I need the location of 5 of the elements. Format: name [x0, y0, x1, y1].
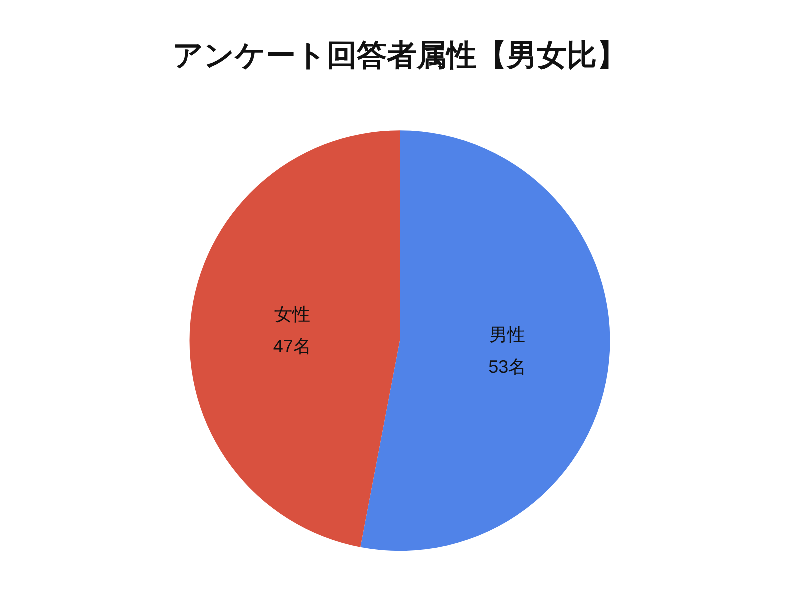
chart-title: アンケート回答者属性【男女比】: [173, 38, 627, 74]
slice-label: 女性: [274, 304, 310, 325]
slice-label: 男性: [490, 325, 526, 346]
data-label: 47名: [273, 336, 312, 357]
data-label: 53名: [488, 357, 527, 378]
